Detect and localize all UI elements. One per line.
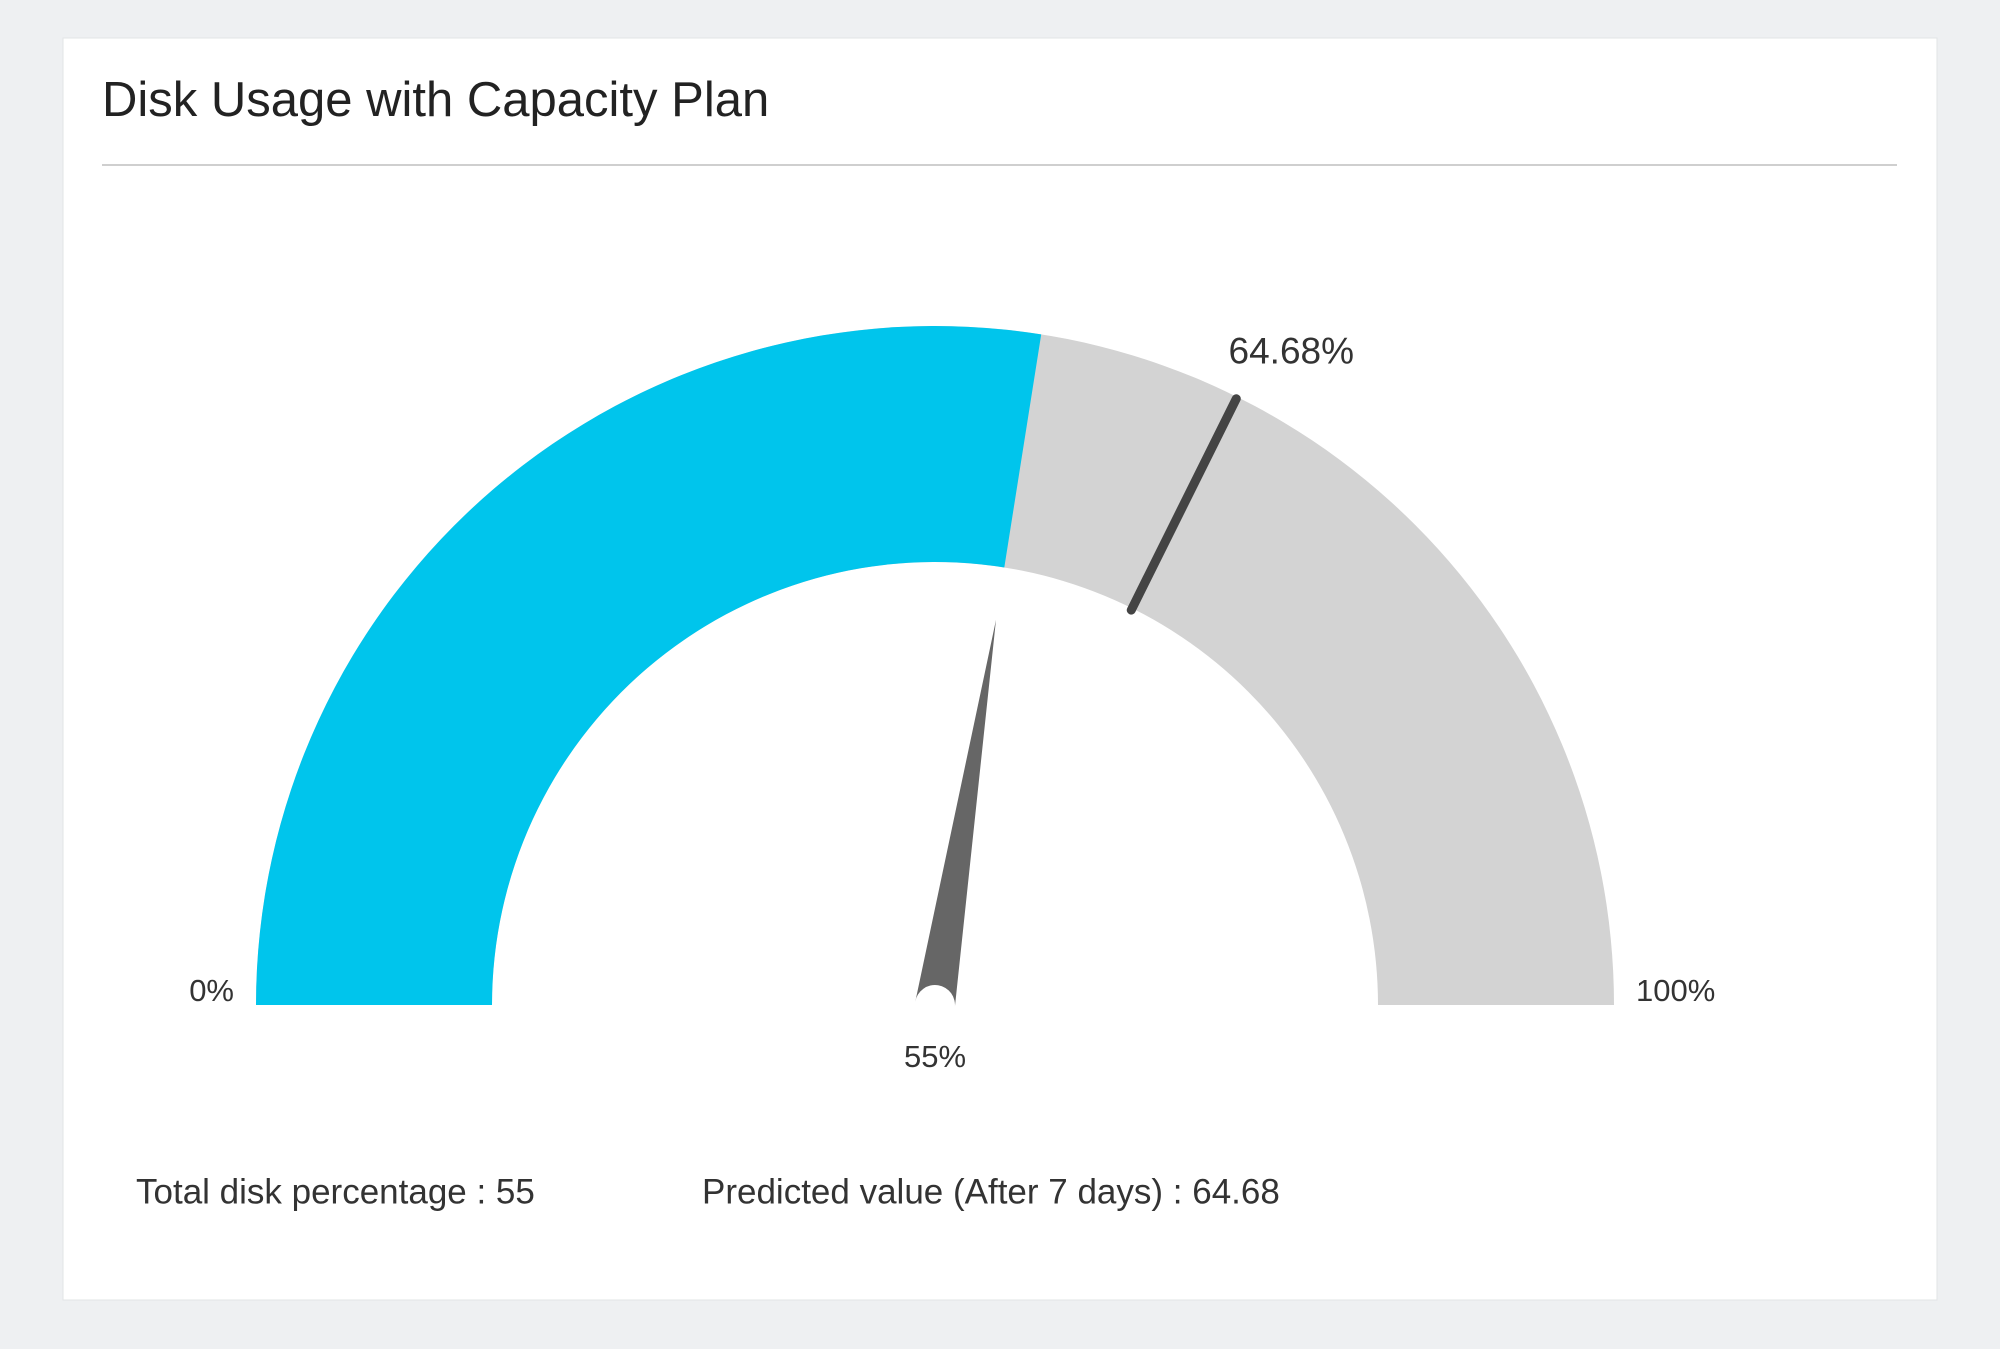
- predicted-label: 64.68%: [1229, 331, 1355, 372]
- tick-label: 0%: [189, 973, 234, 1008]
- value-label: 55%: [904, 1039, 966, 1074]
- predicted-marker: [1126, 394, 1241, 615]
- gauge: 64.68% 55% 0% 100%: [189, 326, 1715, 1074]
- needle: [915, 619, 997, 1009]
- card: [62, 37, 1938, 1301]
- stat-predicted: Predicted value (After 7 days) : 64.68: [702, 1172, 1280, 1211]
- tick-label: 100%: [1636, 973, 1715, 1008]
- stat-total: Total disk percentage : 55: [136, 1172, 535, 1211]
- chart-title: Disk Usage with Capacity Plan: [102, 73, 769, 127]
- gauge-value-arc: [256, 326, 1042, 1006]
